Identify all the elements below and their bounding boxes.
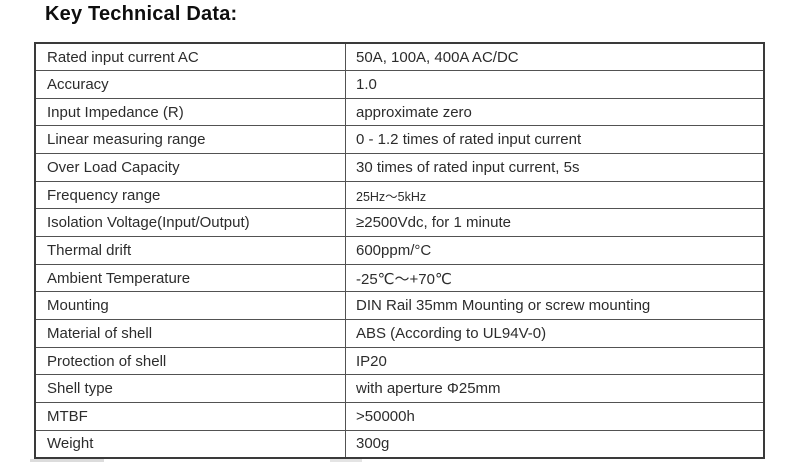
spec-row: Shell type with aperture Φ25mm [34, 374, 765, 404]
spec-label-cell: Linear measuring range [34, 125, 346, 155]
spec-row: Linear measuring range 0 - 1.2 times of r… [34, 125, 765, 155]
spec-label-cell: Over Load Capacity [34, 153, 346, 182]
spec-row: Input Impedance (R) approximate zero [34, 97, 765, 127]
key-technical-data-table: Rated input current AC 50A, 100A, 400A AC… [34, 42, 765, 459]
spec-table-body: Rated input current AC 50A, 100A, 400A AC… [34, 42, 765, 459]
spec-row: Material of shell ABS (According to UL94V… [34, 319, 765, 348]
spec-row: Ambient Temperature -25℃～+70℃ [34, 263, 765, 293]
spec-label-cell: Mounting [34, 291, 346, 321]
spec-value-cell: with aperture Φ25mm [345, 374, 765, 404]
spec-row: Protection of shell IP20 [34, 346, 765, 376]
spec-label-cell: Weight [34, 429, 346, 459]
spec-label-cell: Isolation Voltage(Input/Output) [34, 208, 346, 238]
spec-value-cell: ≥2500Vdc, for 1 minute [345, 208, 765, 238]
spec-row: Thermal drift 600ppm/°C [34, 236, 765, 265]
spec-value-cell: 300g [345, 429, 765, 459]
spec-label-cell: Rated input current AC [34, 42, 346, 72]
spec-row: Accuracy 1.0 [34, 70, 765, 99]
scan-artifact [330, 459, 362, 462]
scan-artifact [30, 459, 104, 462]
spec-value-cell: DIN Rail 35mm Mounting or screw mounting [345, 291, 765, 321]
spec-row: Mounting DIN Rail 35mm Mounting or screw … [34, 291, 765, 321]
spec-label-cell: Accuracy [34, 70, 346, 99]
spec-row: Frequency range 25Hz～5kHz [34, 180, 765, 210]
spec-row: Weight 300g [34, 429, 765, 459]
spec-label-cell: Shell type [34, 374, 346, 404]
spec-value-cell: 25Hz～5kHz [345, 180, 765, 210]
spec-value-cell: 50A, 100A, 400A AC/DC [345, 42, 765, 72]
spec-value-cell: 0 - 1.2 times of rated input current [345, 125, 765, 155]
spec-value-cell: ABS (According to UL94V-0) [345, 319, 765, 348]
spec-row: Over Load Capacity 30 times of rated inpu… [34, 153, 765, 182]
spec-value-cell: approximate zero [345, 97, 765, 127]
spec-value-cell: >50000h [345, 402, 765, 431]
spec-row: MTBF >50000h [34, 402, 765, 431]
spec-value-cell: -25℃～+70℃ [345, 263, 765, 293]
spec-label-cell: Thermal drift [34, 236, 346, 265]
spec-label-cell: Input Impedance (R) [34, 97, 346, 127]
spec-label-cell: Ambient Temperature [34, 263, 346, 293]
spec-label-cell: Material of shell [34, 319, 346, 348]
spec-row: Isolation Voltage(Input/Output) ≥2500Vdc,… [34, 208, 765, 238]
spec-label-cell: Protection of shell [34, 346, 346, 376]
spec-label-cell: MTBF [34, 402, 346, 431]
spec-value-cell: 1.0 [345, 70, 765, 99]
page-title: Key Technical Data: [45, 3, 238, 25]
spec-value-cell: IP20 [345, 346, 765, 376]
spec-value-cell: 30 times of rated input current, 5s [345, 153, 765, 182]
spec-value-cell: 600ppm/°C [345, 236, 765, 265]
spec-label-cell: Frequency range [34, 180, 346, 210]
spec-row: Rated input current AC 50A, 100A, 400A AC… [34, 42, 765, 72]
